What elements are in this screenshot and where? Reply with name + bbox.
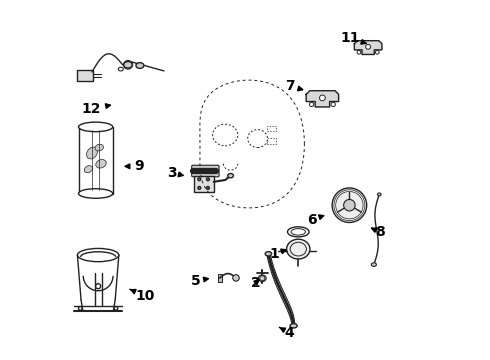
Text: 10: 10 (130, 289, 154, 303)
Ellipse shape (78, 189, 113, 198)
Text: 2: 2 (251, 276, 261, 289)
Polygon shape (354, 41, 382, 54)
Ellipse shape (86, 148, 98, 158)
Text: 1: 1 (270, 247, 286, 261)
Circle shape (233, 275, 239, 281)
Ellipse shape (377, 193, 381, 196)
Text: 7: 7 (285, 80, 302, 93)
Ellipse shape (123, 62, 132, 68)
Text: 12: 12 (81, 102, 110, 116)
Circle shape (332, 188, 367, 222)
Circle shape (343, 199, 355, 211)
Ellipse shape (228, 174, 233, 178)
Ellipse shape (136, 63, 144, 68)
Bar (77, 70, 93, 81)
Ellipse shape (290, 324, 297, 328)
Bar (267, 138, 275, 144)
Ellipse shape (258, 275, 266, 282)
Circle shape (319, 95, 325, 101)
Ellipse shape (78, 122, 113, 132)
Circle shape (357, 50, 361, 54)
Circle shape (375, 50, 379, 54)
Text: 5: 5 (191, 274, 208, 288)
Text: 4: 4 (279, 326, 294, 340)
Text: 6: 6 (307, 213, 323, 226)
Polygon shape (306, 91, 339, 107)
Ellipse shape (77, 248, 119, 262)
Bar (78, 127, 113, 194)
Circle shape (331, 102, 335, 107)
Ellipse shape (288, 227, 309, 237)
Text: 8: 8 (372, 225, 385, 239)
Text: 3: 3 (167, 166, 183, 180)
Ellipse shape (96, 144, 103, 152)
Circle shape (310, 102, 314, 107)
Circle shape (206, 178, 209, 181)
Circle shape (206, 186, 209, 189)
Circle shape (198, 178, 201, 181)
Circle shape (198, 186, 201, 189)
Circle shape (78, 306, 82, 310)
Ellipse shape (85, 165, 92, 173)
Ellipse shape (97, 158, 105, 169)
Ellipse shape (371, 263, 376, 266)
Ellipse shape (265, 252, 271, 256)
Circle shape (96, 284, 100, 289)
Circle shape (366, 44, 370, 49)
Bar (194, 176, 214, 192)
Bar (267, 126, 275, 131)
Text: 9: 9 (125, 159, 144, 173)
Circle shape (114, 306, 118, 310)
Ellipse shape (287, 239, 310, 259)
FancyBboxPatch shape (192, 165, 219, 177)
Text: 11: 11 (341, 31, 366, 45)
Bar (218, 274, 221, 282)
